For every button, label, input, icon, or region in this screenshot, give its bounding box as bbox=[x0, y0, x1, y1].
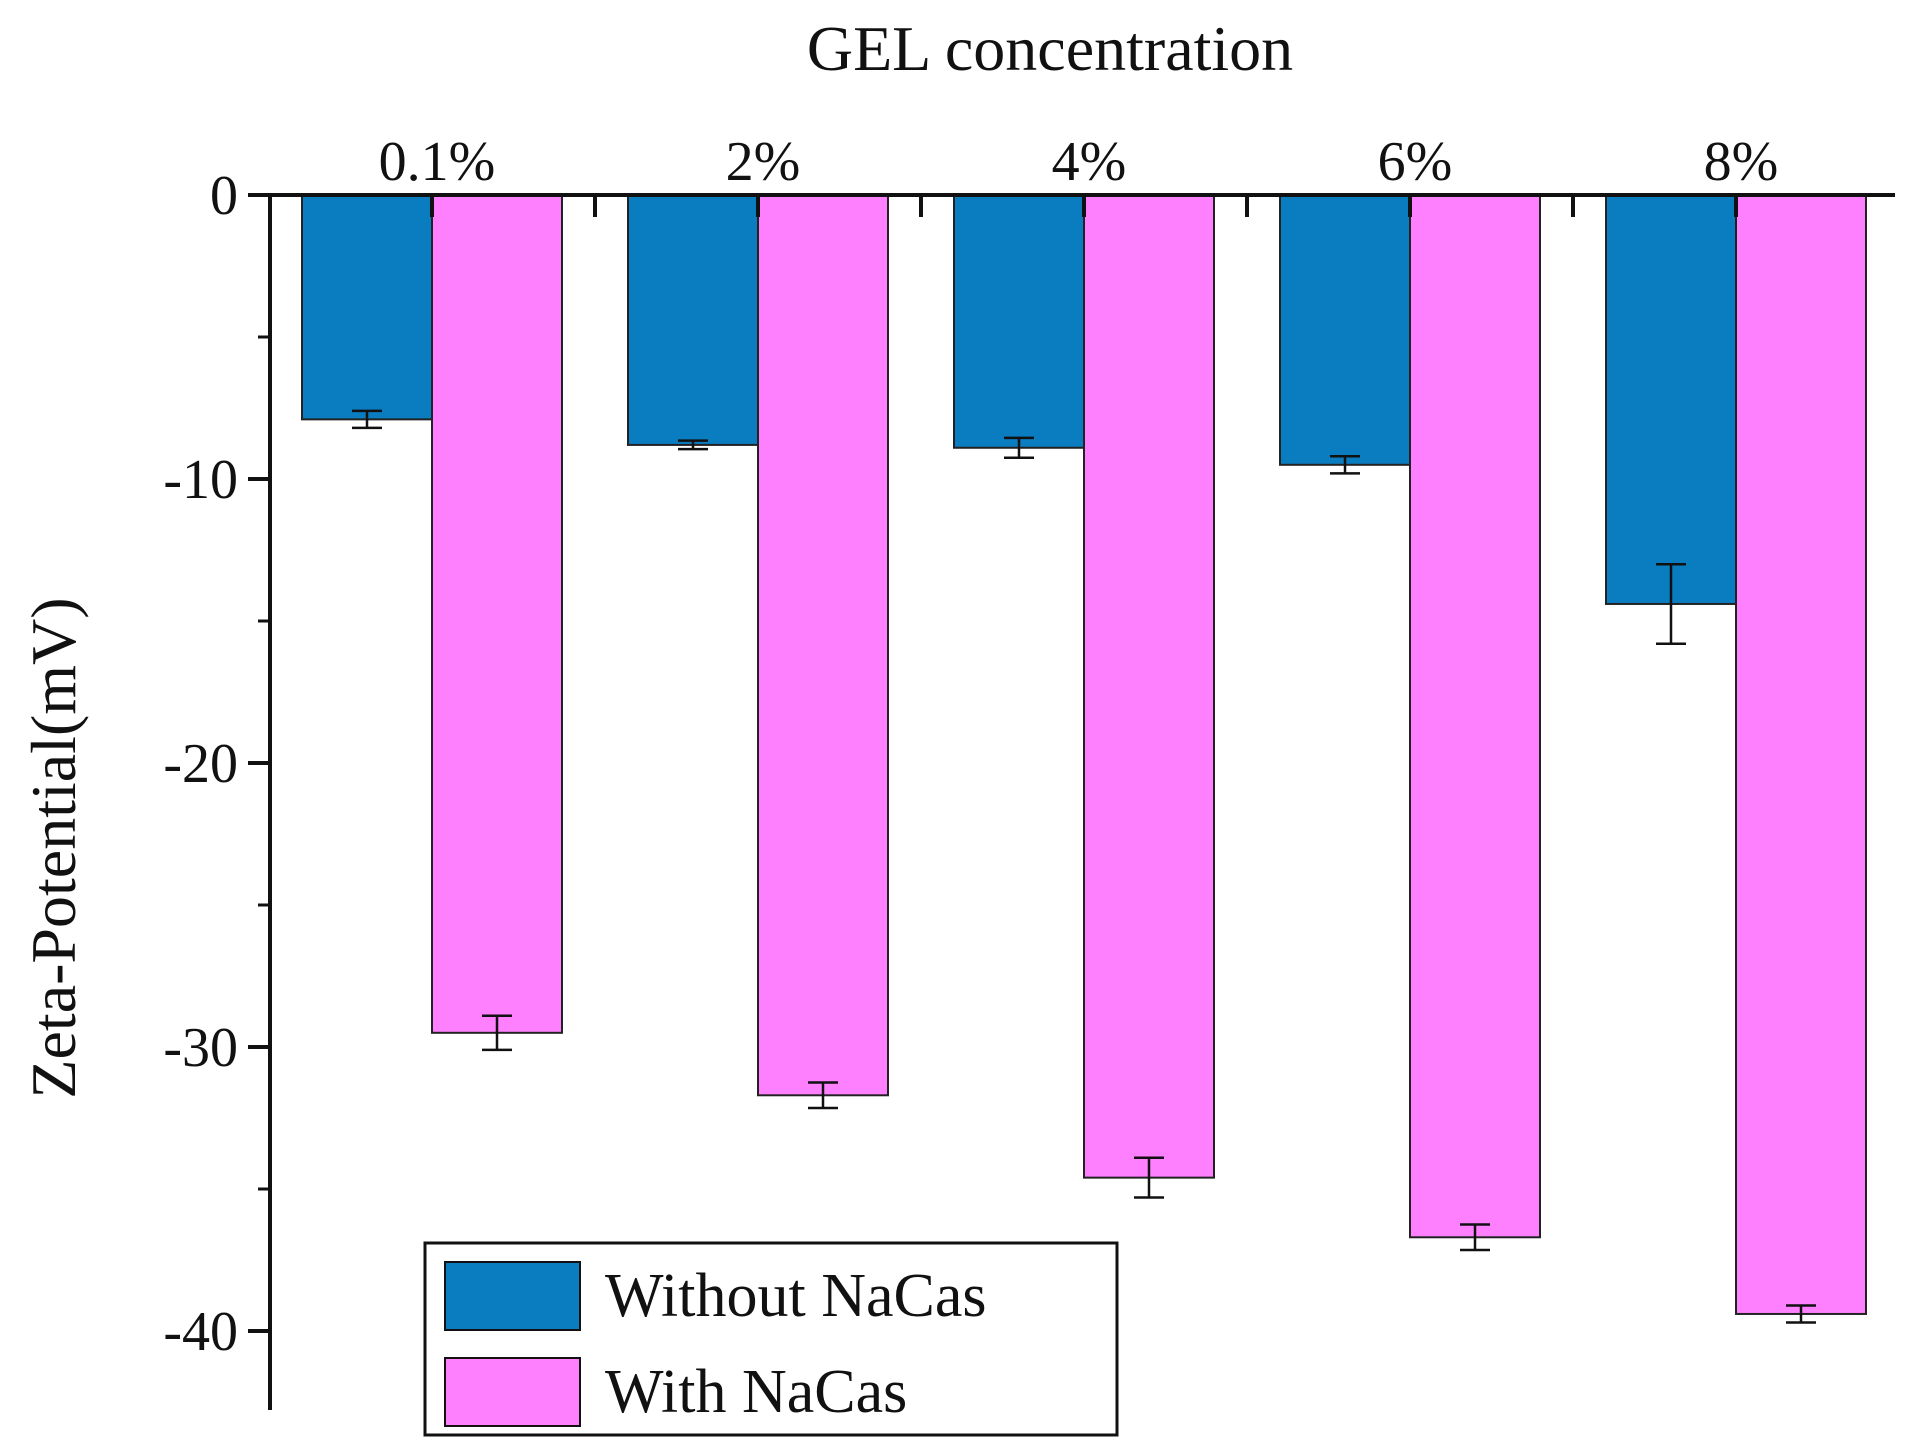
legend-label-with-nacas: With NaCas bbox=[605, 1358, 907, 1426]
bar-with-nacas-0 bbox=[431, 194, 563, 1034]
bar-with-nacas-1 bbox=[757, 194, 889, 1097]
legend-swatch-with-nacas bbox=[444, 1357, 581, 1427]
x-tick-label-2: 4% bbox=[1052, 131, 1127, 193]
y-tick-label-1: -10 bbox=[163, 449, 238, 511]
bar-with-nacas-3 bbox=[1409, 194, 1541, 1239]
y-tick-label-2: -20 bbox=[163, 733, 238, 795]
y-tick-label-0: 0 bbox=[210, 165, 238, 227]
bar-without-nacas-2 bbox=[953, 194, 1085, 449]
legend-swatch-without-nacas bbox=[444, 1261, 581, 1331]
x-axis-title: GEL concentration bbox=[807, 13, 1293, 84]
x-tick-label-3: 6% bbox=[1378, 131, 1453, 193]
axes-layer: 0 -10 -20 -30 -40 0.1% 2% 4% 6% 8% bbox=[163, 131, 1895, 1410]
x-tick-label-0: 0.1% bbox=[379, 131, 496, 193]
y-axis-title: Zeta-Potential(mV) bbox=[18, 597, 89, 1098]
bar-with-nacas-2 bbox=[1083, 194, 1215, 1179]
x-tick-label-1: 2% bbox=[726, 131, 801, 193]
bar-without-nacas-1 bbox=[627, 194, 759, 446]
bar-without-nacas-3 bbox=[1279, 194, 1411, 466]
bar-with-nacas-4 bbox=[1735, 194, 1867, 1315]
legend: Without NaCas With NaCas bbox=[423, 1241, 1119, 1437]
bars-layer bbox=[301, 194, 1867, 1324]
x-tick-label-4: 8% bbox=[1704, 131, 1779, 193]
y-tick-label-3: -30 bbox=[163, 1017, 238, 1079]
y-tick-label-4: -40 bbox=[163, 1301, 238, 1363]
bar-without-nacas-4 bbox=[1605, 194, 1737, 605]
legend-label-without-nacas: Without NaCas bbox=[605, 1262, 987, 1330]
bar-without-nacas-0 bbox=[301, 194, 433, 421]
